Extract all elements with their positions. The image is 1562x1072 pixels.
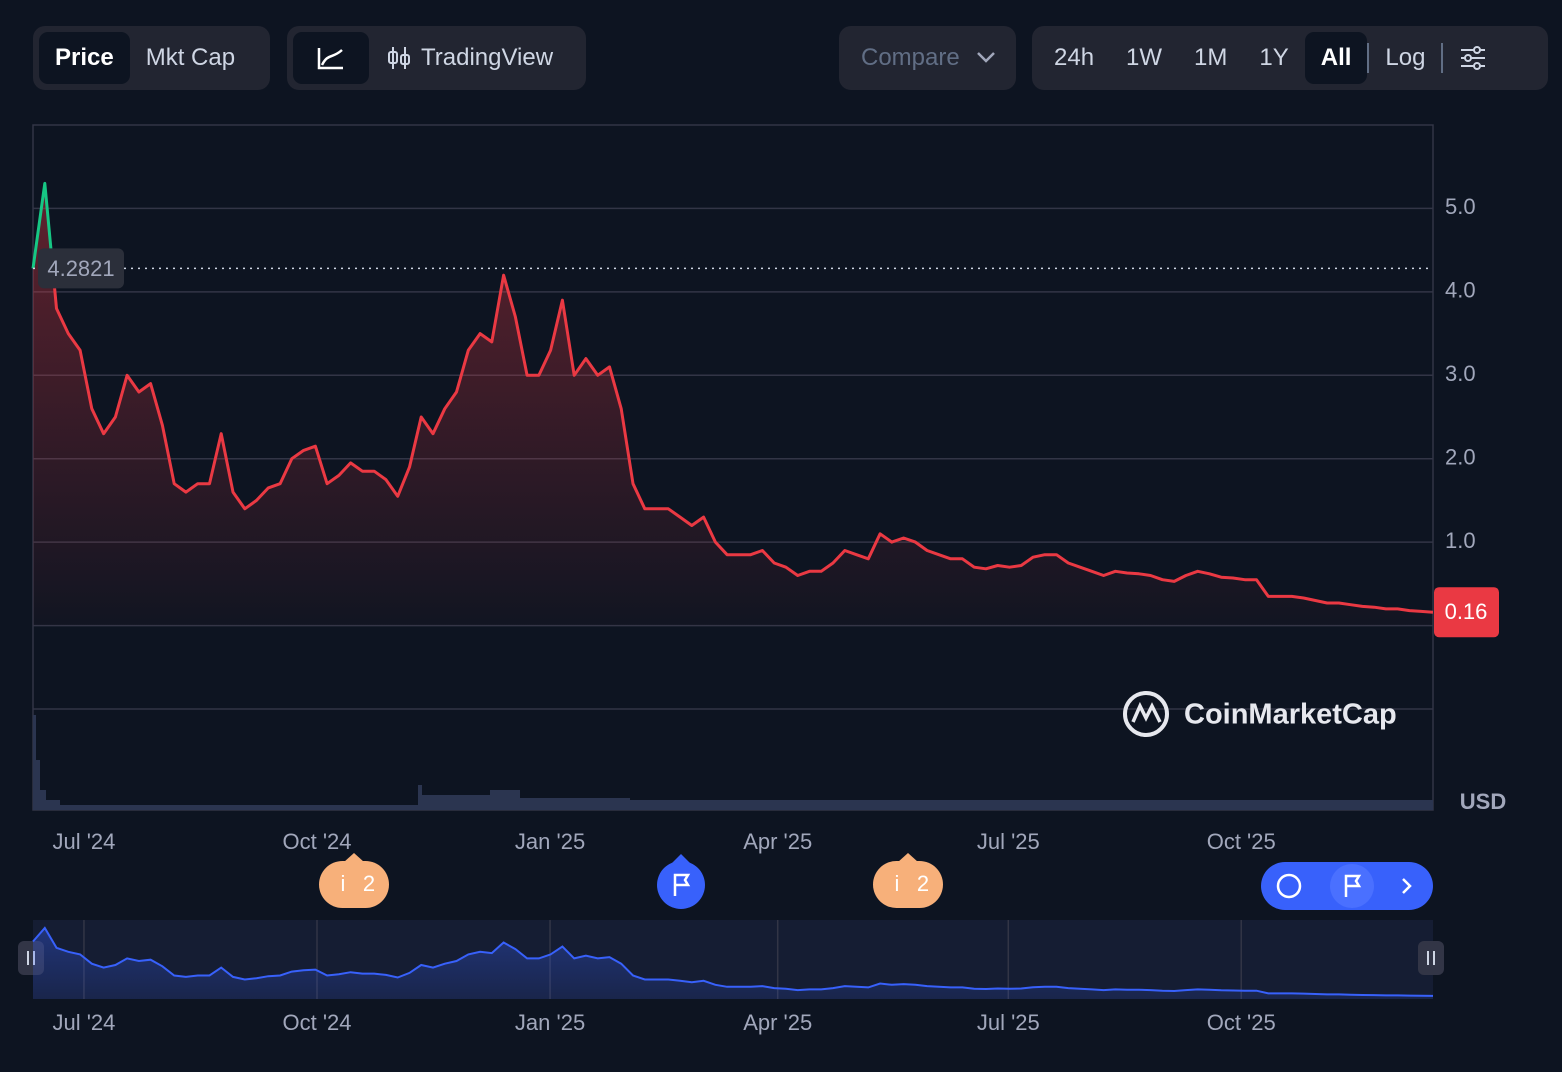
candle-icon bbox=[388, 47, 410, 69]
range-1w[interactable]: 1W bbox=[1126, 44, 1163, 71]
line-tool[interactable] bbox=[293, 32, 369, 84]
nav-x-tick-label: Jul '24 bbox=[52, 1010, 115, 1035]
x-tick-label: Jan '25 bbox=[515, 829, 585, 854]
tradingview-label: TradingView bbox=[421, 44, 554, 71]
flag-marker[interactable] bbox=[657, 854, 705, 909]
compare-btn[interactable]: Compare bbox=[839, 26, 1016, 90]
nav-x-tick-label: Oct '24 bbox=[282, 1010, 351, 1035]
event-marker[interactable]: i 2 bbox=[873, 853, 943, 908]
nav-line bbox=[32, 926, 1434, 997]
divider bbox=[1367, 43, 1370, 73]
line-icon bbox=[317, 48, 343, 70]
event-count: 2 bbox=[917, 871, 929, 896]
event-bubble bbox=[319, 861, 389, 908]
price-area bbox=[33, 183, 1433, 626]
chevron bbox=[976, 52, 995, 63]
nav-area bbox=[33, 928, 1433, 999]
y-tick-label: 2.0 bbox=[1445, 445, 1476, 470]
currency-label: USD bbox=[1460, 789, 1506, 814]
tab-price[interactable]: Price bbox=[39, 32, 130, 84]
event-icon: i bbox=[341, 871, 346, 896]
reference-label-bg bbox=[38, 248, 124, 289]
nav-x-tick-label: Jul '25 bbox=[977, 1010, 1040, 1035]
nav-handle[interactable] bbox=[1418, 941, 1444, 975]
range-all[interactable]: All bbox=[1304, 32, 1368, 84]
price-line-down bbox=[31, 268, 1434, 614]
y-tick-label: 3.0 bbox=[1445, 361, 1476, 386]
reference-label: 4.2821 bbox=[47, 256, 114, 281]
watermark-text: CoinMarketCap bbox=[1184, 699, 1397, 731]
y-tick-label: 5.0 bbox=[1445, 194, 1476, 219]
range-24h[interactable]: 24h bbox=[1054, 44, 1095, 71]
event-icon: i bbox=[895, 871, 900, 896]
log-btn[interactable]: Log bbox=[1385, 44, 1426, 71]
x-tick-label: Apr '25 bbox=[743, 829, 812, 854]
logo bbox=[1123, 691, 1169, 737]
y-tick-label: 1.0 bbox=[1445, 528, 1476, 553]
range-1m[interactable]: 1M bbox=[1194, 44, 1228, 71]
logo-mark bbox=[1131, 701, 1162, 723]
x-tick-label: Oct '24 bbox=[282, 829, 351, 854]
divider bbox=[1441, 43, 1444, 73]
event-count: 2 bbox=[363, 871, 375, 896]
watermark: CoinMarketCap bbox=[1123, 691, 1397, 737]
y-tick-label: 4.0 bbox=[1445, 278, 1476, 303]
x-tick-label: Jul '24 bbox=[52, 829, 115, 854]
nav-x-tick-label: Apr '25 bbox=[743, 1010, 812, 1035]
volume-bars bbox=[418, 785, 1433, 810]
settings-btn[interactable] bbox=[1443, 32, 1503, 84]
range-1y[interactable]: 1Y bbox=[1259, 44, 1289, 71]
tool-group: TradingView bbox=[287, 26, 586, 90]
tab-mktcap[interactable]: Mkt Cap bbox=[145, 44, 236, 71]
settings-icon bbox=[1461, 46, 1486, 70]
event-marker[interactable]: i 2 bbox=[319, 853, 389, 908]
range-group: 24h 1W 1M 1Y All Log bbox=[1032, 26, 1548, 90]
x-tick-label: Jul '25 bbox=[977, 829, 1040, 854]
tradingview-btn[interactable]: TradingView bbox=[369, 32, 569, 84]
view-tabs: Price Mkt Cap bbox=[33, 26, 270, 90]
compare-label: Compare bbox=[861, 44, 960, 71]
grid bbox=[33, 207, 1433, 543]
ai-button[interactable] bbox=[1261, 862, 1433, 910]
nav-x-tick-label: Oct '25 bbox=[1207, 1010, 1276, 1035]
x-tick-label: Oct '25 bbox=[1207, 829, 1276, 854]
volume bbox=[33, 715, 1433, 810]
last-price-bg bbox=[1434, 587, 1499, 638]
last-price-label: 0.16 bbox=[1445, 599, 1488, 624]
nav-x-tick-label: Jan '25 bbox=[515, 1010, 585, 1035]
event-bubble bbox=[873, 861, 943, 908]
